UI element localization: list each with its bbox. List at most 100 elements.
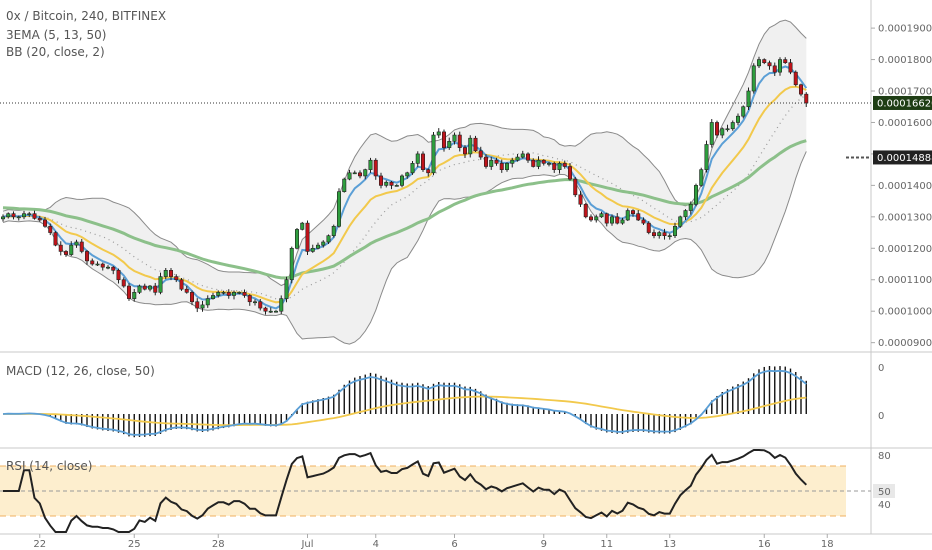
candle <box>762 58 767 65</box>
candle <box>21 210 26 220</box>
candle <box>273 310 278 313</box>
candlesticks[interactable] <box>0 56 809 315</box>
candle <box>399 174 404 188</box>
rsi-path <box>3 449 808 533</box>
candle <box>447 137 452 150</box>
candle <box>32 210 37 220</box>
ema5-line <box>2 65 808 310</box>
candle <box>599 211 604 218</box>
time-tick-label: 13 <box>663 539 676 550</box>
candle <box>672 222 677 238</box>
candle <box>237 291 242 295</box>
candle <box>625 208 630 222</box>
candle <box>735 113 740 126</box>
candle <box>74 239 79 248</box>
candle <box>190 290 195 306</box>
macd-legend[interactable]: MACD (12, 26, close, 50) <box>6 364 155 378</box>
candle <box>232 290 237 300</box>
candle <box>504 162 509 172</box>
candle <box>6 212 11 219</box>
rsi-tick-80: 80 <box>878 451 891 462</box>
chart-title[interactable]: 0x / Bitcoin, 240, BITFINEX <box>6 9 166 23</box>
time-tick-label: 4 <box>373 539 379 550</box>
ema-legend[interactable]: 3EMA (5, 13, 50) <box>6 28 106 42</box>
candle <box>216 290 221 298</box>
candle <box>331 224 336 238</box>
candle <box>546 161 551 167</box>
candle <box>111 265 116 275</box>
bb-legend[interactable]: BB (20, close, 2) <box>6 45 105 59</box>
candle <box>378 172 383 189</box>
candle <box>531 158 536 168</box>
candle <box>69 241 74 257</box>
time-tick-label: Jul <box>300 539 313 550</box>
ema-lines <box>2 65 808 310</box>
rsi-legend[interactable]: RSI (14, close) <box>6 459 92 473</box>
candle <box>704 140 709 173</box>
candle <box>0 214 6 222</box>
candle <box>783 57 788 64</box>
svg-text:0.00016620: 0.00016620 <box>877 98 932 109</box>
candle <box>27 211 32 218</box>
candle <box>16 215 21 221</box>
time-tick-label: 28 <box>212 539 225 550</box>
time-tick-label: 11 <box>600 539 613 550</box>
candle <box>363 168 368 180</box>
macd-line <box>2 369 807 436</box>
time-tick-label: 16 <box>758 539 771 550</box>
candle <box>405 171 410 179</box>
candle <box>804 92 809 107</box>
candle <box>357 170 362 179</box>
candle <box>756 56 761 69</box>
candle <box>37 215 42 222</box>
candle <box>326 234 331 245</box>
candle <box>389 181 394 190</box>
candle <box>693 183 698 207</box>
candle <box>594 214 599 223</box>
candle <box>42 216 47 228</box>
candle <box>158 272 163 295</box>
candle <box>121 277 126 288</box>
candle <box>478 146 483 160</box>
candle <box>515 154 520 162</box>
candle <box>169 267 174 281</box>
time-tick-label: 25 <box>128 539 141 550</box>
candle <box>153 282 158 296</box>
candle <box>730 120 735 131</box>
candle <box>305 220 310 255</box>
candle <box>772 62 777 76</box>
candle <box>641 217 646 225</box>
candle <box>116 268 121 284</box>
rsi-tick-40: 40 <box>878 500 891 511</box>
candle <box>615 213 620 225</box>
candle <box>100 262 105 271</box>
candle <box>284 276 289 303</box>
candle <box>200 301 205 312</box>
candle <box>142 283 147 291</box>
candle <box>741 105 746 119</box>
bb-fill <box>3 20 807 345</box>
candle <box>578 191 583 207</box>
candle <box>657 230 662 239</box>
candle <box>132 288 137 302</box>
candle <box>211 292 216 300</box>
candle <box>58 241 63 256</box>
candle <box>420 151 425 172</box>
candle <box>520 150 525 159</box>
candle <box>746 87 751 111</box>
candle <box>410 161 415 175</box>
candle <box>678 215 683 228</box>
candle <box>95 261 100 266</box>
candle <box>462 144 467 158</box>
candle <box>268 307 273 313</box>
candle <box>714 120 719 138</box>
candle <box>368 157 373 173</box>
candle <box>373 158 378 180</box>
candle <box>336 188 341 228</box>
